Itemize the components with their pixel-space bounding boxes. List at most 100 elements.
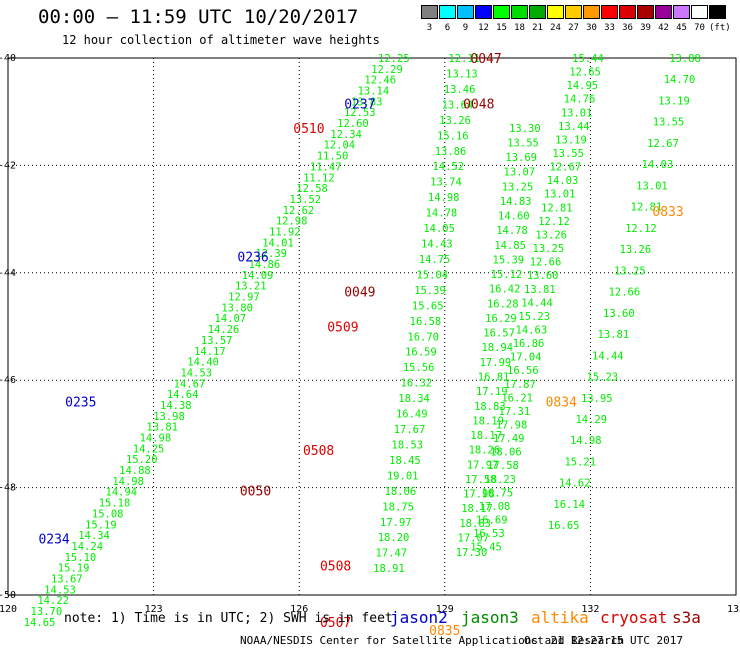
color-swatch: [475, 5, 492, 19]
swh-value: 18.83: [474, 401, 506, 413]
swh-value: 13.70: [31, 606, 63, 618]
swh-value: 16.49: [396, 409, 428, 421]
time-label: 0833: [652, 205, 683, 220]
color-scale-label: 27: [568, 23, 579, 33]
satellite-legend-cryosat: cryosat: [600, 608, 668, 627]
swh-value: 13.19: [555, 134, 587, 146]
color-swatch: [655, 5, 672, 19]
swh-value: 14.94: [106, 487, 138, 499]
swh-value: 12.97: [228, 292, 260, 304]
swh-value: 16.29: [485, 313, 517, 325]
swh-value: 16.56: [507, 365, 539, 377]
color-scale-label: 18: [514, 23, 525, 33]
swh-value: 17.58: [465, 474, 497, 486]
swh-value: 18.17: [461, 503, 493, 515]
chart-title: 00:00 – 11:59 UTC 10/20/2017: [38, 6, 359, 28]
swh-value: 16.21: [501, 392, 533, 404]
swh-value: 14.98: [140, 433, 172, 445]
satellite-legend-jason2: jason2: [390, 608, 448, 627]
swh-value: 14.40: [187, 357, 219, 369]
swh-value: 16.70: [407, 331, 439, 343]
swh-value: 18.63: [459, 518, 491, 530]
swh-value: 14.86: [249, 259, 281, 271]
swh-value: 13.81: [524, 284, 556, 296]
axis-ticks: 120 123 126 129 132 135 -40 -42 -44 -46 -48 -50: [0, 53, 740, 615]
swh-value: 13.25: [533, 243, 565, 255]
color-swatch: [547, 5, 564, 19]
color-swatch: [709, 5, 726, 19]
swh-value: 15.04: [416, 269, 448, 281]
time-labels: 0047 0048 0237 0510 0236 0049 0509 0235 0834 0508…: [38, 52, 683, 639]
color-swatch: [439, 5, 456, 19]
swh-value: 16.59: [405, 347, 437, 359]
swh-value: 11.50: [317, 151, 349, 163]
swh-value: 14.25: [133, 443, 165, 455]
swh-value: 13.69: [505, 152, 537, 164]
swh-value: 14.88: [119, 465, 151, 477]
swh-value: 12.81: [631, 202, 663, 214]
color-swatch: [673, 5, 690, 19]
time-label: 0835: [429, 624, 460, 639]
swh-value: 14.53: [180, 367, 212, 379]
swh-value: 12.12: [538, 216, 570, 228]
swh-value: 14.95: [567, 80, 599, 92]
color-scale-label: 6: [444, 23, 451, 33]
swh-value: 12.81: [541, 202, 573, 214]
swh-value: 13.86: [435, 146, 467, 158]
swh-value: 13.46: [444, 84, 476, 96]
swh-value: 11.92: [269, 226, 301, 238]
color-scale-label: (ft): [709, 23, 731, 33]
color-swatch: [601, 5, 618, 19]
x-tick-label: 120: [0, 604, 17, 615]
swh-value: 13.26: [620, 244, 652, 256]
swh-value: 14.75: [419, 254, 451, 266]
swh-value: 14.98: [570, 435, 602, 447]
generated-timestamp: Oct 21 12:27:15 UTC 2017: [524, 634, 683, 647]
swh-value: 11.12: [303, 172, 335, 184]
swh-value: 13.64: [442, 99, 474, 111]
swh-value: 13.67: [51, 573, 83, 585]
color-swatch: [691, 5, 708, 19]
swh-value: 16.57: [483, 328, 515, 340]
swh-value: 18.75: [382, 501, 414, 513]
color-scale-label: 33: [604, 23, 615, 33]
swh-value: 13.26: [439, 115, 471, 127]
color-scale-label: 12: [478, 23, 489, 33]
swh-value: 13.60: [527, 270, 559, 282]
chart-subtitle: 12 hour collection of altimeter wave hei…: [62, 33, 380, 47]
swh-value: 15.12: [491, 269, 523, 281]
swh-value: 12.62: [283, 205, 315, 217]
swh-value: 14.07: [215, 313, 247, 325]
swh-value: 14.98: [428, 192, 460, 204]
swh-value: 15.23: [587, 372, 619, 384]
time-label: 0047: [470, 52, 501, 67]
swh-value: 16.58: [410, 316, 442, 328]
satellite-legend-altika: altika: [531, 608, 589, 627]
swh-value: 17.87: [504, 379, 536, 391]
color-scale-label: 70: [694, 23, 705, 33]
color-scale-label: 42: [658, 23, 669, 33]
time-label: 0236: [237, 251, 268, 266]
swh-value: 13.07: [504, 167, 536, 179]
time-label: 0050: [240, 484, 271, 499]
swh-value: 13.80: [221, 302, 253, 314]
swh-value: 12.67: [550, 162, 582, 174]
time-label: 0509: [327, 321, 358, 336]
swh-value: 12.98: [276, 216, 308, 228]
swh-value: 17.08: [479, 501, 511, 513]
swh-value: 11.47: [310, 161, 342, 173]
swh-value: 13.55: [507, 137, 539, 149]
swh-value: 12.53: [344, 107, 376, 119]
time-label: 0508: [320, 559, 351, 574]
swh-value: 13.30: [509, 123, 541, 135]
wave-height-tracks: 14.6513.7014.2214.5313.6715.1915.1014.24…: [24, 53, 701, 629]
swh-value: 17.31: [499, 406, 531, 418]
swh-value: 14.60: [498, 211, 530, 223]
swh-value: 14.05: [423, 223, 455, 235]
swh-value: 13.88: [669, 53, 701, 65]
swh-value: 13.21: [235, 281, 267, 293]
swh-value: 13.01: [544, 189, 576, 201]
swh-value: 14.76: [564, 94, 596, 106]
swh-value: 15.18: [99, 498, 131, 510]
swh-value: 14.26: [208, 324, 240, 336]
